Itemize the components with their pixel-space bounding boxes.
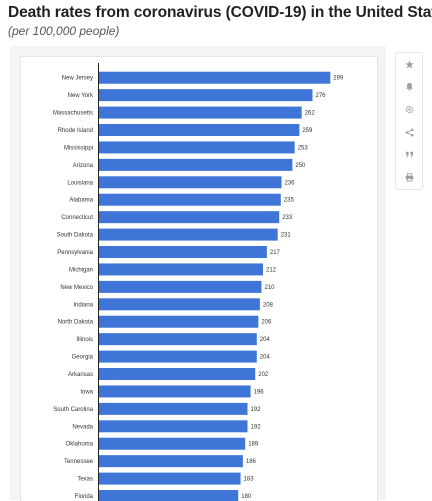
bar[interactable] bbox=[99, 315, 259, 328]
value-label: 231 bbox=[281, 233, 292, 239]
bar[interactable] bbox=[99, 106, 302, 119]
value-label: 235 bbox=[284, 198, 295, 204]
bar[interactable] bbox=[99, 385, 251, 398]
bar[interactable] bbox=[99, 246, 267, 259]
value-label: 212 bbox=[266, 267, 277, 273]
category-label: Oklahoma bbox=[66, 442, 94, 448]
category-label: Arizona bbox=[73, 163, 94, 169]
bar[interactable] bbox=[99, 472, 241, 485]
bar[interactable] bbox=[99, 176, 282, 189]
category-label: Massachusetts bbox=[53, 111, 93, 117]
bar[interactable] bbox=[99, 228, 278, 241]
category-label: Alabama bbox=[69, 198, 93, 204]
category-label: Rhode Island bbox=[58, 128, 93, 134]
bar[interactable] bbox=[99, 263, 263, 276]
bar[interactable] bbox=[99, 211, 280, 224]
bell-icon[interactable] bbox=[396, 76, 422, 99]
category-label: South Dakota bbox=[57, 233, 94, 239]
value-label: 250 bbox=[295, 163, 306, 169]
value-label: 299 bbox=[333, 76, 344, 82]
value-label: 192 bbox=[251, 424, 262, 430]
bar[interactable] bbox=[99, 89, 313, 102]
category-label: North Dakota bbox=[58, 320, 94, 326]
value-label: 259 bbox=[302, 128, 313, 134]
category-label: Arkansas bbox=[68, 372, 93, 378]
value-label: 206 bbox=[261, 320, 272, 326]
bar-chart: New Jersey 299 New York 276 Massachusetts 262… bbox=[53, 63, 344, 501]
category-label: Georgia bbox=[72, 355, 94, 361]
category-label: Pennsylvania bbox=[57, 250, 93, 256]
category-label: Michigan bbox=[69, 267, 93, 273]
bar[interactable] bbox=[99, 298, 260, 311]
bar[interactable] bbox=[99, 333, 257, 346]
category-label: Louisiana bbox=[67, 180, 93, 186]
chart-subtitle: (per 100,000 people) bbox=[8, 24, 120, 38]
bar[interactable] bbox=[99, 420, 248, 433]
star-icon[interactable] bbox=[396, 53, 422, 76]
quote-icon[interactable] bbox=[396, 143, 422, 166]
value-label: 210 bbox=[264, 285, 275, 291]
value-label: 208 bbox=[263, 302, 274, 308]
value-label: 196 bbox=[254, 389, 265, 395]
category-label: Tennessee bbox=[64, 459, 94, 465]
value-label: 253 bbox=[298, 145, 309, 151]
chart-toolbar bbox=[395, 52, 423, 190]
category-label: New York bbox=[68, 93, 94, 99]
value-label: 192 bbox=[251, 407, 262, 413]
category-label: Iowa bbox=[80, 389, 93, 395]
bar[interactable] bbox=[99, 280, 262, 293]
bar[interactable] bbox=[99, 437, 246, 450]
share-icon[interactable] bbox=[396, 121, 422, 144]
bar[interactable] bbox=[99, 124, 300, 136]
bar[interactable] bbox=[99, 490, 239, 501]
category-label: Nevada bbox=[72, 424, 93, 430]
chart-card: New Jersey 299 New York 276 Massachusetts 262… bbox=[20, 56, 378, 501]
value-label: 276 bbox=[315, 93, 326, 99]
category-label: South Carolina bbox=[53, 407, 93, 413]
category-label: Indiana bbox=[73, 302, 93, 308]
value-label: 233 bbox=[282, 215, 293, 221]
category-label: Mississippi bbox=[64, 145, 93, 151]
value-label: 186 bbox=[246, 459, 257, 465]
value-label: 217 bbox=[270, 250, 281, 256]
print-icon[interactable] bbox=[396, 166, 422, 189]
bar[interactable] bbox=[99, 158, 293, 171]
value-label: 202 bbox=[258, 372, 269, 378]
bar[interactable] bbox=[99, 368, 256, 381]
chart-panel: New Jersey 299 New York 276 Massachusetts 262… bbox=[10, 46, 386, 501]
value-label: 204 bbox=[260, 355, 271, 361]
bar[interactable] bbox=[99, 71, 331, 84]
category-label: Texas bbox=[77, 477, 93, 483]
bar[interactable] bbox=[99, 350, 257, 363]
category-label: Connecticut bbox=[61, 215, 93, 221]
value-label: 189 bbox=[248, 442, 259, 448]
category-label: New Mexico bbox=[60, 285, 93, 291]
gear-icon[interactable] bbox=[396, 98, 422, 121]
category-label: Florida bbox=[75, 494, 94, 500]
value-label: 183 bbox=[244, 477, 255, 483]
category-label: Illinois bbox=[76, 337, 93, 343]
bar[interactable] bbox=[99, 141, 295, 154]
bar[interactable] bbox=[99, 193, 281, 206]
value-label: 262 bbox=[305, 111, 316, 117]
value-label: 180 bbox=[241, 494, 252, 500]
bar[interactable] bbox=[99, 402, 248, 415]
category-label: New Jersey bbox=[62, 76, 93, 82]
chart-title: Death rates from coronavirus (COVID-19) … bbox=[8, 4, 432, 21]
value-label: 204 bbox=[260, 337, 271, 343]
value-label: 236 bbox=[285, 180, 296, 186]
bar[interactable] bbox=[99, 455, 243, 468]
